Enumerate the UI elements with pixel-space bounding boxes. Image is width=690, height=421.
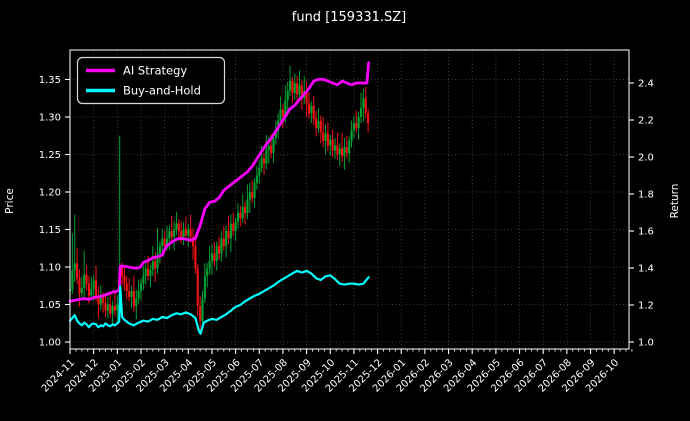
y-left-axis-label: Price — [4, 188, 16, 214]
x-axis-ticks — [69, 349, 633, 354]
y-right-ticks — [629, 82, 634, 343]
legend: AI Strategy Buy-and-Hold — [76, 56, 226, 105]
y-right-axis-label: Return — [669, 184, 681, 219]
price-bars — [68, 66, 370, 331]
y-right-tick-label: 1.6 — [638, 227, 654, 238]
y-left-tick-label: 1.20 — [39, 188, 61, 199]
y-left-ticks — [65, 78, 70, 343]
grid-lines — [69, 50, 629, 349]
y-left-tick-label: 1.05 — [39, 300, 61, 311]
series-buy-and-hold-line — [68, 269, 370, 335]
chart-title: fund [159331.SZ] — [292, 10, 407, 25]
y-right-tick-label: 1.0 — [638, 338, 654, 349]
y-right-tick-labels: 1.0 1.2 1.4 1.6 1.8 2.0 2.2 2.4 — [638, 79, 654, 349]
y-right-tick-label: 2.4 — [638, 79, 654, 90]
x-axis-tick-labels: 2024-112024-122025-012025-022025-032025-… — [40, 357, 622, 394]
legend-label-buy-and-hold: Buy-and-Hold — [123, 84, 201, 98]
y-left-tick-label: 1.25 — [39, 150, 61, 161]
y-left-tick-label: 1.00 — [39, 338, 61, 349]
y-left-tick-label: 1.35 — [39, 75, 61, 86]
series-ai-strategy-line — [68, 61, 371, 303]
y-left-tick-label: 1.15 — [39, 225, 61, 236]
y-right-tick-label: 1.2 — [638, 301, 654, 312]
axes-frame — [69, 49, 630, 350]
y-right-tick-label: 1.4 — [638, 264, 654, 275]
y-right-tick-label: 1.8 — [638, 190, 654, 201]
chart-layers: 2024-112024-122025-012025-022025-032025-… — [39, 49, 654, 395]
legend-label-ai-strategy: AI Strategy — [123, 64, 187, 78]
y-right-tick-label: 2.2 — [638, 116, 654, 127]
y-left-tick-label: 1.30 — [39, 113, 61, 124]
y-left-tick-labels: 1.00 1.05 1.10 1.15 1.20 1.25 1.30 1.35 — [39, 75, 61, 349]
y-right-tick-label: 2.0 — [638, 153, 654, 164]
y-left-tick-label: 1.10 — [39, 263, 61, 274]
